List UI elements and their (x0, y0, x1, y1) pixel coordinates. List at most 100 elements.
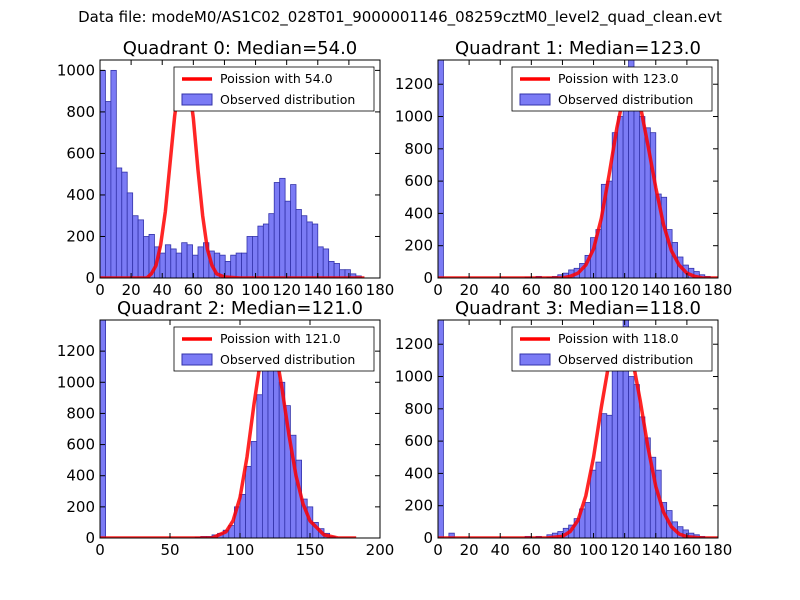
x-tick-label: 80 (553, 281, 572, 299)
y-tick-label: 600 (404, 432, 433, 450)
histogram-bar (256, 394, 263, 538)
x-tick-label: 40 (491, 281, 510, 299)
y-tick-label: 600 (66, 436, 95, 454)
histogram-bar (115, 167, 123, 278)
histogram-bar (164, 244, 172, 278)
y-tick-label: 1000 (395, 368, 433, 386)
histogram-bar (241, 252, 248, 278)
subplot-quadrant-2: 0 50 100 150 200 0 200 400 600 800 1000 1200 Quadran… (57, 298, 395, 559)
figure-suptitle: Data file: modeM0/AS1C02_028T01_90000011… (78, 8, 722, 26)
y-tick-label: 1000 (57, 61, 95, 79)
y-tick-label: 200 (404, 497, 433, 515)
histogram-bar (639, 416, 646, 538)
histogram-bar (295, 209, 302, 278)
histogram-bar (622, 99, 629, 278)
legend: Poission with 54.0 Observed distribution (173, 66, 375, 112)
x-tick-label: 200 (366, 541, 395, 559)
y-tick-label: 1200 (395, 335, 433, 353)
histogram-bar (257, 225, 264, 278)
histogram-bar (100, 69, 106, 278)
histogram-bar (448, 532, 455, 538)
x-tick-label: 180 (366, 281, 395, 299)
axes-frame (437, 59, 719, 279)
poisson-line (100, 71, 365, 278)
histogram-bar (261, 363, 269, 538)
subplot-quadrant-3: 0 20 40 60 80 100 120 140 160 180 0 200 400 600 800 100… (395, 298, 733, 559)
histogram-bar (273, 366, 280, 538)
histogram-bar (301, 215, 308, 278)
y-tick-label: 0 (85, 269, 95, 287)
histogram-bar (126, 192, 134, 278)
x-tick-label: 160 (335, 281, 364, 299)
legend-label-observed: Observed distribution (558, 352, 693, 367)
subplot-title: Quadrant 3: Median=118.0 (455, 298, 701, 319)
legend-label-observed: Observed distribution (220, 92, 355, 107)
histogram-bar (606, 180, 613, 278)
histogram-bar (606, 414, 613, 538)
histogram-bar (175, 252, 183, 278)
x-tick-label: 180 (704, 541, 733, 559)
y-tick-label: 600 (66, 144, 95, 162)
x-tick-label: 100 (226, 541, 255, 559)
x-tick-label: 140 (641, 281, 670, 299)
x-tick-label: 60 (184, 281, 203, 299)
subplot-title: Quadrant 2: Median=121.0 (117, 298, 363, 319)
subplot-title: Quadrant 1: Median=123.0 (455, 38, 701, 59)
legend-label-observed: Observed distribution (558, 92, 693, 107)
x-tick-label: 180 (704, 281, 733, 299)
x-tick-label: 0 (433, 541, 443, 559)
axes-frame (99, 59, 381, 279)
y-tick-label: 400 (66, 186, 95, 204)
histogram-bar (290, 184, 297, 278)
histogram-bar (273, 182, 281, 278)
histogram-bar (137, 219, 144, 278)
histogram-bar (611, 351, 619, 538)
histogram-bar (438, 320, 444, 538)
legend-label-poisson: Poission with 123.0 (558, 71, 679, 86)
histogram-bar (262, 223, 270, 278)
histogram-bar (239, 493, 246, 538)
x-tick-label: 40 (491, 541, 510, 559)
histogram-bar (132, 215, 139, 278)
legend: Poission with 123.0 Observed distribution (511, 66, 713, 112)
subplot-quadrant-0: 0 20 40 60 80 100 120 140 160 180 0 200 400 600 800 100… (57, 38, 395, 299)
x-tick-label: 140 (641, 541, 670, 559)
legend-label-poisson: Poission with 54.0 (220, 71, 333, 86)
histogram-bar (333, 263, 340, 278)
x-tick-label: 160 (673, 281, 702, 299)
y-tick-label: 0 (85, 529, 95, 547)
y-tick-label: 600 (404, 172, 433, 190)
plot-area (438, 320, 718, 538)
y-tick-label: 800 (404, 140, 433, 158)
y-tick-label: 1000 (57, 373, 95, 391)
legend-bar-swatch (181, 353, 213, 366)
y-tick-label: 200 (66, 498, 95, 516)
x-tick-label: 160 (673, 541, 702, 559)
histogram-bar (100, 320, 106, 538)
histogram-bar (250, 441, 258, 538)
x-tick-label: 100 (579, 281, 608, 299)
y-tick-label: 800 (404, 400, 433, 418)
x-tick-label: 20 (460, 541, 479, 559)
histogram-bar (181, 242, 188, 278)
histogram-bar (197, 246, 204, 278)
x-tick-label: 20 (122, 281, 141, 299)
histogram-bar (284, 200, 291, 278)
histogram-bar (245, 465, 252, 538)
histogram-bar (633, 384, 640, 538)
axes-frame (437, 319, 719, 539)
legend-bar-swatch (519, 93, 551, 106)
histogram-bar (328, 260, 335, 278)
x-tick-label: 140 (303, 281, 332, 299)
histogram-bar (311, 223, 319, 278)
legend-label-poisson: Poission with 118.0 (558, 331, 679, 346)
histogram-bar (633, 99, 640, 278)
histogram-bar (617, 116, 624, 278)
legend-bar-swatch (519, 353, 551, 366)
histogram-bar (230, 254, 237, 278)
histogram-bar (279, 177, 286, 278)
y-tick-label: 200 (66, 227, 95, 245)
histogram-bar (252, 236, 259, 278)
y-tick-label: 400 (404, 204, 433, 222)
y-tick-label: 1200 (57, 342, 95, 360)
